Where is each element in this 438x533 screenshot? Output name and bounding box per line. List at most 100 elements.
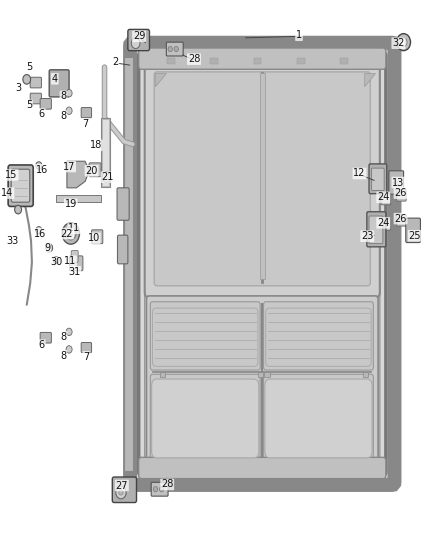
FancyBboxPatch shape: [264, 302, 373, 370]
Circle shape: [46, 244, 53, 252]
Text: 1: 1: [296, 30, 302, 41]
FancyBboxPatch shape: [265, 379, 372, 458]
FancyBboxPatch shape: [89, 163, 101, 176]
FancyBboxPatch shape: [40, 99, 51, 109]
Circle shape: [116, 486, 126, 499]
FancyBboxPatch shape: [151, 482, 168, 496]
Text: 26: 26: [394, 214, 407, 224]
Circle shape: [119, 490, 123, 495]
Bar: [167, 58, 175, 64]
FancyBboxPatch shape: [30, 93, 42, 104]
Text: 9: 9: [44, 243, 50, 253]
FancyBboxPatch shape: [381, 219, 391, 230]
FancyBboxPatch shape: [406, 218, 420, 243]
Bar: [258, 372, 263, 377]
FancyBboxPatch shape: [30, 77, 42, 88]
Bar: [133, 46, 392, 482]
Circle shape: [36, 227, 42, 234]
Circle shape: [174, 46, 178, 52]
FancyBboxPatch shape: [130, 43, 395, 485]
FancyBboxPatch shape: [367, 212, 386, 247]
FancyBboxPatch shape: [150, 374, 260, 461]
Text: 26: 26: [394, 188, 407, 198]
Text: 22: 22: [61, 229, 73, 239]
FancyBboxPatch shape: [397, 189, 406, 201]
Text: 8: 8: [60, 351, 67, 361]
FancyBboxPatch shape: [369, 216, 383, 244]
Circle shape: [66, 328, 72, 336]
FancyBboxPatch shape: [389, 171, 403, 194]
Text: 15: 15: [5, 170, 18, 180]
FancyBboxPatch shape: [11, 169, 30, 202]
Text: 28: 28: [188, 54, 200, 64]
FancyBboxPatch shape: [166, 42, 183, 56]
Circle shape: [69, 231, 73, 236]
FancyBboxPatch shape: [146, 296, 378, 465]
Text: 12: 12: [353, 168, 366, 179]
Bar: [297, 58, 304, 64]
Text: 23: 23: [361, 231, 374, 241]
Text: 19: 19: [65, 199, 77, 209]
Text: 29: 29: [133, 31, 145, 42]
Text: 32: 32: [392, 38, 405, 48]
Bar: [124, 56, 134, 471]
Circle shape: [397, 34, 410, 51]
Text: 24: 24: [377, 218, 389, 228]
FancyBboxPatch shape: [117, 188, 129, 220]
Text: 18: 18: [90, 140, 102, 150]
Circle shape: [66, 346, 72, 353]
Circle shape: [131, 38, 140, 49]
FancyBboxPatch shape: [145, 60, 380, 297]
Text: 28: 28: [161, 480, 173, 489]
FancyBboxPatch shape: [154, 72, 370, 286]
Text: 24: 24: [377, 192, 389, 203]
Text: 7: 7: [83, 352, 89, 362]
Bar: [101, 118, 110, 187]
Circle shape: [168, 46, 173, 52]
Text: 8: 8: [60, 111, 67, 121]
Text: 8: 8: [60, 91, 67, 101]
Circle shape: [36, 162, 42, 169]
Text: 31: 31: [68, 267, 81, 277]
FancyBboxPatch shape: [8, 165, 33, 206]
Text: 8: 8: [60, 332, 67, 342]
FancyBboxPatch shape: [371, 168, 384, 190]
Polygon shape: [365, 74, 375, 87]
FancyBboxPatch shape: [71, 251, 78, 262]
Text: 3: 3: [15, 83, 21, 93]
Circle shape: [53, 256, 59, 264]
Text: 25: 25: [409, 231, 421, 241]
FancyBboxPatch shape: [264, 374, 373, 461]
FancyBboxPatch shape: [128, 29, 149, 51]
Text: 6: 6: [39, 109, 45, 119]
Circle shape: [66, 227, 76, 240]
Circle shape: [66, 90, 72, 97]
Text: 21: 21: [101, 172, 114, 182]
Polygon shape: [67, 161, 89, 188]
Circle shape: [102, 172, 111, 182]
FancyBboxPatch shape: [81, 108, 92, 118]
Circle shape: [66, 107, 72, 115]
FancyBboxPatch shape: [70, 256, 83, 271]
FancyBboxPatch shape: [49, 70, 69, 97]
Text: 27: 27: [116, 481, 128, 490]
Bar: [340, 58, 348, 64]
Text: 33: 33: [7, 236, 19, 246]
Text: 6: 6: [39, 340, 45, 350]
Text: 7: 7: [82, 119, 88, 129]
Text: 17: 17: [63, 161, 75, 172]
Bar: [160, 372, 165, 377]
FancyBboxPatch shape: [152, 379, 259, 458]
FancyBboxPatch shape: [112, 477, 137, 503]
Circle shape: [400, 38, 407, 46]
Text: 11: 11: [64, 256, 76, 266]
Polygon shape: [155, 74, 166, 87]
Text: 2: 2: [112, 57, 118, 67]
FancyBboxPatch shape: [92, 230, 103, 244]
FancyBboxPatch shape: [381, 193, 391, 205]
Bar: [363, 372, 368, 377]
FancyBboxPatch shape: [40, 333, 51, 343]
Text: 20: 20: [85, 166, 98, 176]
FancyBboxPatch shape: [139, 53, 386, 474]
Circle shape: [153, 487, 158, 492]
